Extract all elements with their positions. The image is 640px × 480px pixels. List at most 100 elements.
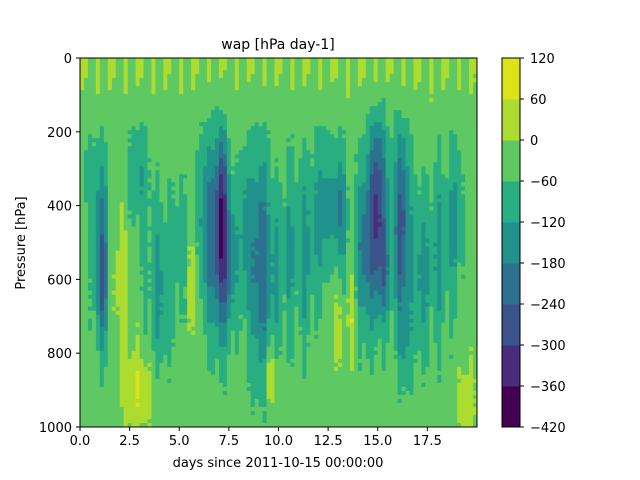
contour-cell	[254, 218, 260, 223]
contour-cell	[286, 398, 291, 404]
contour-cell	[179, 290, 184, 296]
contour-cell	[266, 150, 271, 155]
contour-cell	[107, 394, 113, 400]
contour-cell	[95, 278, 101, 284]
contour-cell	[254, 370, 260, 376]
contour-cell	[195, 98, 200, 103]
contour-cell	[163, 318, 168, 324]
contour-cell	[147, 78, 152, 83]
contour-cell	[203, 386, 208, 392]
contour-cell	[262, 382, 267, 388]
contour-cell	[230, 254, 236, 259]
contour-cell	[171, 202, 176, 207]
contour-cell	[218, 230, 224, 235]
contour-cell	[214, 178, 220, 183]
contour-cell	[203, 346, 208, 352]
contour-cell	[135, 118, 140, 123]
contour-plot-area	[79, 57, 478, 428]
contour-cell	[151, 102, 156, 107]
contour-cell	[80, 62, 85, 67]
contour-cell	[203, 266, 208, 271]
contour-cell	[230, 386, 236, 392]
contour-cell	[207, 110, 212, 115]
contour-cell	[135, 302, 140, 308]
contour-cell	[274, 206, 279, 211]
contour-cell	[135, 310, 140, 316]
contour-cell	[143, 418, 148, 424]
contour-cell	[139, 206, 144, 211]
contour-cell	[294, 74, 299, 79]
contour-cell	[290, 66, 295, 71]
contour-cell	[99, 358, 105, 364]
contour-cell	[203, 306, 208, 312]
contour-cell	[175, 98, 180, 103]
contour-cell	[262, 342, 267, 348]
contour-cell	[218, 110, 224, 115]
contour-cell	[99, 130, 105, 135]
contour-cell	[195, 142, 200, 147]
contour-cell	[187, 218, 192, 223]
contour-cell	[290, 422, 295, 428]
contour-cell	[91, 350, 97, 356]
contour-cell	[155, 418, 160, 424]
contour-cell	[139, 98, 144, 103]
contour-cell	[99, 282, 105, 288]
contour-cell	[246, 70, 252, 75]
contour-cell	[234, 150, 240, 155]
contour-cell	[171, 362, 176, 368]
contour-cell	[187, 98, 192, 103]
contour-cell	[207, 270, 212, 275]
contour-cell	[226, 178, 232, 183]
contour-cell	[274, 90, 279, 95]
contour-cell	[111, 354, 117, 360]
contour-cell	[99, 366, 105, 372]
contour-cell	[282, 406, 287, 412]
contour-cell	[135, 138, 140, 143]
contour-cell	[218, 78, 224, 83]
contour-cell	[107, 294, 113, 300]
contour-cell	[99, 334, 105, 340]
contour-cell	[250, 230, 256, 235]
contour-cell	[143, 382, 148, 388]
contour-cell	[83, 82, 89, 87]
contour-cell	[163, 294, 168, 300]
contour-cell	[207, 274, 212, 279]
contour-cell	[282, 98, 287, 103]
contour-cell	[127, 162, 133, 167]
contour-cell	[242, 74, 248, 79]
contour-cell	[270, 146, 275, 151]
contour-cell	[155, 94, 160, 99]
contour-cell	[183, 290, 188, 296]
contour-cell	[238, 414, 244, 420]
contour-cell	[222, 402, 228, 408]
contour-cell	[218, 422, 224, 428]
contour-cell	[119, 98, 125, 103]
contour-cell	[203, 234, 208, 239]
contour-cell	[99, 174, 105, 179]
contour-cell	[183, 378, 188, 384]
contour-cell	[103, 374, 109, 380]
contour-cell	[139, 214, 144, 219]
contour-cell	[242, 78, 248, 83]
contour-cell	[159, 382, 164, 388]
contour-cell	[175, 302, 180, 308]
contour-cell	[242, 338, 248, 344]
contour-cell	[147, 150, 152, 155]
contour-cell	[147, 342, 152, 348]
contour-cell	[159, 350, 164, 356]
contour-cell	[258, 106, 264, 111]
contour-cell	[163, 330, 168, 336]
contour-cell	[214, 162, 220, 167]
contour-cell	[274, 98, 279, 103]
contour-cell	[254, 278, 260, 284]
contour-cell	[99, 122, 105, 127]
contour-cell	[226, 114, 232, 119]
contour-cell	[234, 118, 240, 123]
contour-cell	[127, 166, 133, 171]
contour-cell	[218, 70, 224, 75]
contour-cell	[95, 66, 101, 71]
contour-cell	[187, 398, 192, 404]
contour-cell	[99, 178, 105, 183]
contour-cell	[211, 342, 216, 348]
contour-cell	[135, 254, 140, 259]
